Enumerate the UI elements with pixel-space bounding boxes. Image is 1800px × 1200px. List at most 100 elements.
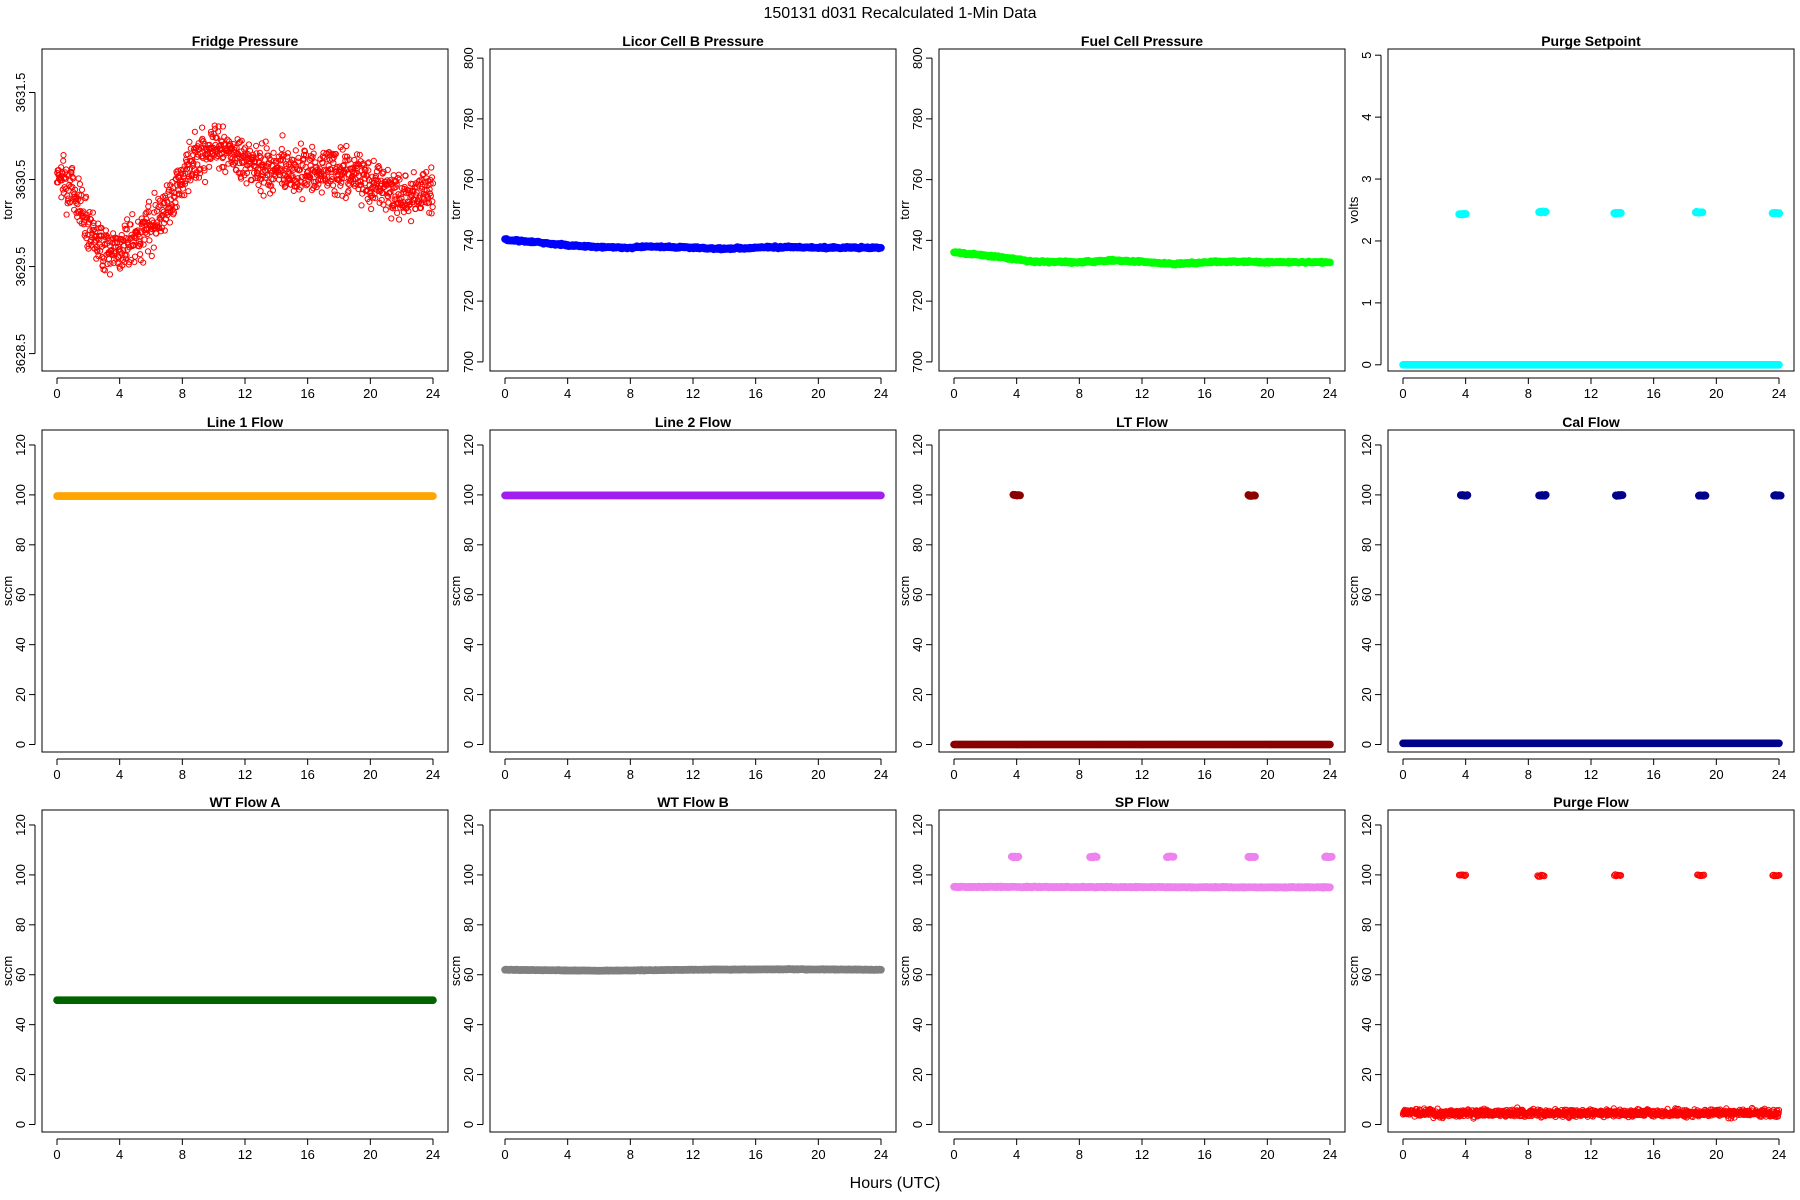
data-point (410, 169, 417, 176)
data-point (319, 159, 326, 167)
x-tick-label: 24 (1772, 767, 1786, 782)
data-point (315, 181, 322, 188)
data-point (423, 169, 430, 176)
data-point (301, 148, 309, 155)
y-tick-label: 0 (461, 741, 476, 748)
data-point (342, 194, 349, 201)
data-point (355, 185, 362, 193)
data-point (418, 199, 425, 206)
y-tick-label: 4 (1359, 113, 1374, 120)
y-tick-label: 720 (461, 290, 476, 312)
data-point (148, 252, 155, 260)
x-tick-label: 0 (950, 767, 957, 782)
data-point (407, 187, 414, 194)
data-point (280, 177, 287, 184)
data-point (180, 166, 187, 173)
data-point (331, 152, 338, 159)
data-point (219, 154, 226, 162)
data-point (206, 163, 213, 170)
data-point (380, 201, 387, 208)
data-point (194, 161, 201, 168)
data-point (422, 178, 429, 185)
y-tick-label: 120 (13, 434, 28, 456)
data-point (246, 147, 254, 154)
data-point (393, 178, 400, 185)
data-point (102, 227, 110, 234)
data-point-cluster (1461, 210, 1470, 218)
data-point (342, 157, 349, 164)
data-point (123, 252, 130, 259)
data-point (265, 152, 272, 159)
data-point (61, 184, 68, 191)
data-point (307, 174, 314, 181)
y-tick-label: 0 (1359, 741, 1374, 748)
y-tick-label: 40 (1359, 637, 1374, 651)
data-point (213, 134, 220, 141)
data-point (387, 189, 394, 196)
y-axis-label: volts (1346, 196, 1361, 223)
data-point (101, 267, 109, 274)
data-point (257, 187, 264, 195)
data-point (80, 208, 87, 215)
y-tick-label: 2 (1359, 237, 1374, 244)
data-point (83, 193, 90, 200)
x-tick-label: 0 (53, 386, 60, 401)
data-point (339, 146, 346, 153)
y-tick-label: 60 (461, 588, 476, 602)
y-tick-label: 780 (910, 108, 925, 130)
x-tick-label: 4 (1013, 767, 1020, 782)
data-point (78, 186, 86, 193)
data-point (238, 137, 245, 144)
data-point (145, 198, 153, 205)
x-tick-label: 16 (300, 386, 314, 401)
data-point (290, 167, 297, 174)
data-point (130, 241, 137, 248)
x-tick-label: 20 (811, 767, 825, 782)
data-point (160, 208, 167, 215)
data-point (143, 215, 150, 222)
x-tick-label: 4 (116, 1147, 123, 1162)
x-tick-label: 20 (363, 767, 377, 782)
data-point (308, 155, 315, 162)
y-tick-label: 40 (461, 637, 476, 651)
data-point (877, 244, 885, 252)
plot-frame (41, 809, 449, 1133)
data-points (950, 490, 1334, 749)
data-point (90, 219, 97, 226)
data-points (53, 122, 437, 278)
x-tick-label: 24 (874, 386, 888, 401)
data-point (190, 160, 197, 167)
data-point (151, 189, 158, 196)
panel-title: Line 2 Flow (655, 414, 731, 430)
data-point-cluster (1016, 491, 1024, 500)
x-tick-label: 20 (1709, 386, 1723, 401)
data-point (181, 192, 188, 199)
data-point (292, 147, 299, 154)
data-point (220, 153, 227, 161)
plot-frame (938, 429, 1346, 753)
x-tick-label: 12 (1135, 767, 1149, 782)
panel-title: Cal Flow (1562, 414, 1620, 430)
data-point (376, 165, 383, 172)
x-tick-label: 0 (1399, 386, 1406, 401)
data-point (173, 203, 180, 211)
y-tick-label: 20 (910, 687, 925, 701)
y-tick-label: 720 (910, 290, 925, 312)
y-tick-label: 0 (13, 1121, 28, 1128)
y-tick-label: 20 (1359, 687, 1374, 701)
data-point (425, 199, 432, 206)
x-tick-label: 8 (1076, 386, 1083, 401)
data-point (238, 175, 245, 182)
data-point (374, 177, 381, 184)
data-point (255, 181, 262, 188)
data-point (242, 144, 249, 151)
y-tick-label: 1 (1359, 299, 1374, 306)
data-point (366, 198, 373, 205)
data-point (243, 169, 250, 177)
y-tick-label: 100 (910, 484, 925, 506)
data-point (428, 210, 435, 217)
data-point (310, 150, 317, 157)
